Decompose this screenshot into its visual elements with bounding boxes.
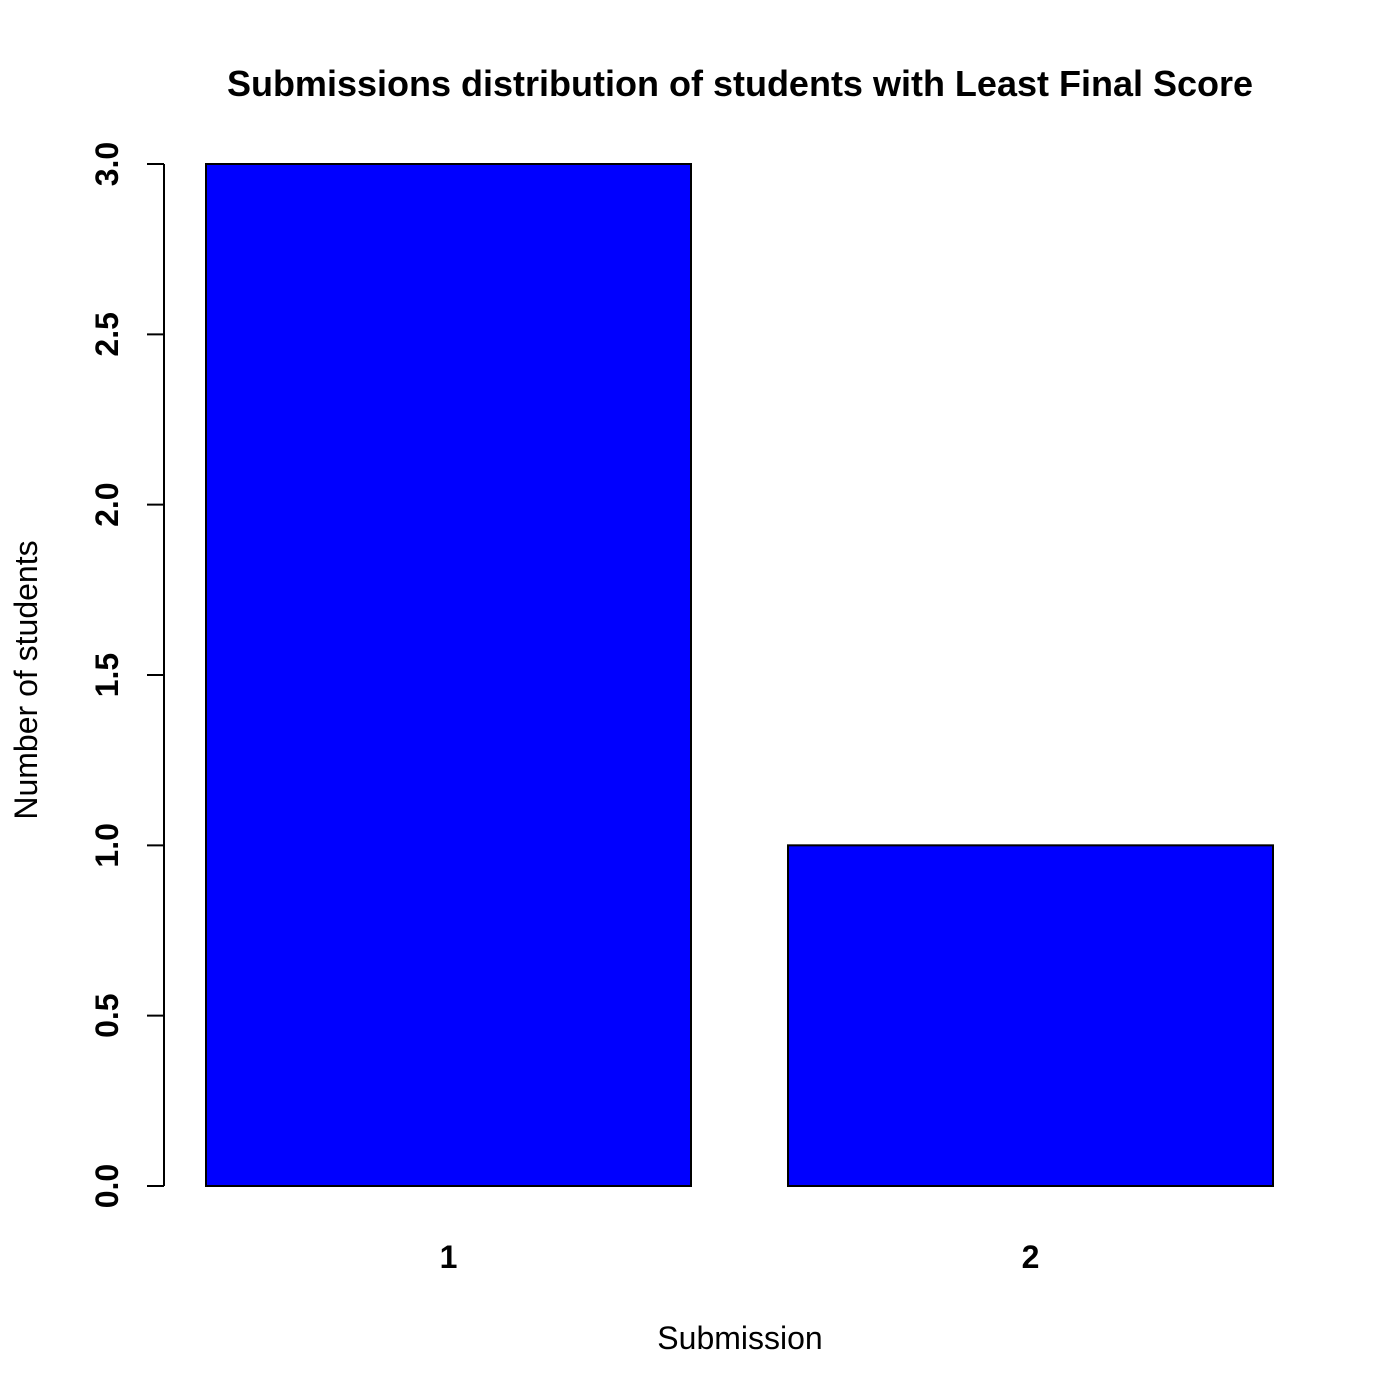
x-tick-label: 1 [440,1239,458,1275]
x-axis-label: Submission [657,1320,822,1356]
y-tick-label: 1.0 [89,823,125,867]
y-tick-label: 0.5 [89,993,125,1037]
chart-title: Submissions distribution of students wit… [227,63,1253,104]
bars [205,163,1274,1187]
y-tick-label: 2.5 [89,312,125,356]
y-axis-label: Number of students [8,540,44,819]
bar [787,844,1274,1187]
y-axis: 0.0 0.5 1.0 1.5 2.0 2.5 3.0 [89,142,165,1208]
y-tick-label: 2.0 [89,482,125,526]
y-tick-label: 1.5 [89,653,125,697]
x-tick-label: 2 [1022,1239,1040,1275]
y-tick-label: 0.0 [89,1164,125,1208]
y-tick-label: 3.0 [89,142,125,186]
bar [205,163,692,1187]
